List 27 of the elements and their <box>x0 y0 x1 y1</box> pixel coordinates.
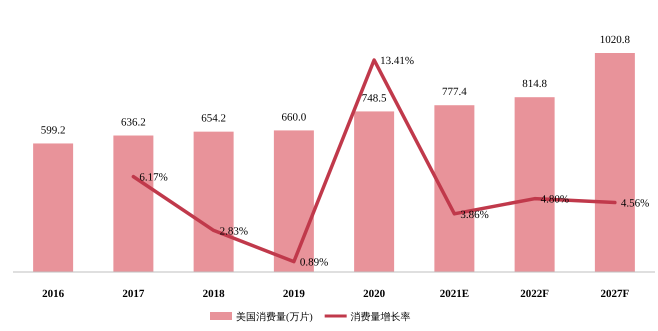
x-tick-label: 2018 <box>202 288 226 300</box>
data-label: 654.2 <box>201 112 226 125</box>
data-label: 1020.8 <box>600 34 630 46</box>
data-label: 748.5 <box>362 92 387 104</box>
data-label: 13.41% <box>380 55 414 67</box>
data-label: 4.56% <box>620 198 650 210</box>
data-label: 777.4 <box>442 86 468 98</box>
data-label: 636.2 <box>121 116 146 129</box>
data-label: 6.17% <box>139 172 168 184</box>
data-label: 0.89% <box>300 256 328 269</box>
legend-label: 美国消费量(万片) <box>236 311 313 323</box>
bar <box>354 111 394 272</box>
data-label: 814.8 <box>522 78 548 90</box>
x-tick-label: 2022F <box>520 288 550 300</box>
x-tick-label: 2017 <box>122 288 145 300</box>
x-tick-label: 2021E <box>440 288 470 300</box>
data-label: 3.86% <box>460 208 489 221</box>
bar <box>33 143 74 272</box>
x-tick-label: 2019 <box>282 288 306 300</box>
legend-label: 消费量增长率 <box>350 311 411 323</box>
data-label: 4.80% <box>540 194 570 206</box>
data-label: 2.83% <box>220 225 248 238</box>
x-tick-label: 2016 <box>42 288 65 300</box>
x-tick-label: 2027F <box>600 288 630 300</box>
data-label: 599.2 <box>40 124 66 136</box>
data-label: 660.0 <box>282 111 307 124</box>
x-tick-label: 2020 <box>363 288 386 300</box>
